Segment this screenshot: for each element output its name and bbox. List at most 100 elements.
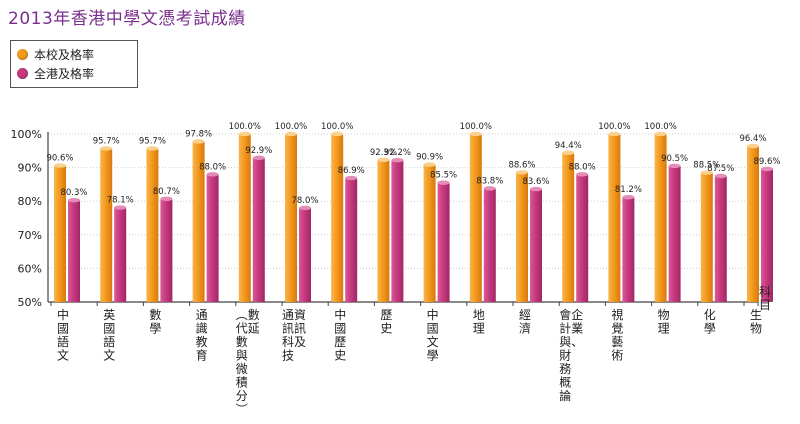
bar-cap	[714, 173, 727, 179]
x-tick-label: 化學	[704, 308, 716, 336]
data-label: 90.5%	[661, 154, 688, 164]
bar-hk	[68, 200, 80, 302]
data-label: 92.3%	[370, 148, 397, 158]
legend-item-school: 本校及格率	[17, 45, 131, 64]
bar-cap	[437, 180, 450, 185]
x-tick-label: 中國語文	[57, 307, 69, 363]
x-tick-label: 中國歷史	[334, 307, 346, 363]
y-tick-label: 60%	[18, 262, 42, 275]
x-tick-label: 通識教育	[196, 308, 208, 363]
bar-cap	[54, 163, 66, 168]
bar-school	[192, 141, 205, 302]
bar-hk	[622, 197, 635, 302]
bar-cap	[285, 131, 297, 137]
x-tick-label: 經濟	[519, 308, 531, 336]
data-label: 100.0%	[460, 122, 492, 132]
bar-cap	[483, 186, 496, 191]
y-tick-label: 70%	[18, 229, 42, 242]
bar-school	[654, 134, 667, 302]
data-label: 95.7%	[139, 136, 166, 146]
data-label: 88.6%	[508, 160, 535, 170]
data-label: 83.6%	[522, 177, 549, 187]
bar-school	[562, 152, 575, 302]
x-tick-label: 數學	[149, 308, 161, 336]
bar-cap	[160, 196, 173, 202]
bar-cap	[192, 139, 205, 144]
data-label: 90.6%	[46, 154, 73, 164]
x-tick-label: 中國文學	[427, 307, 439, 363]
bar-cap	[146, 146, 159, 151]
bar-school	[377, 159, 390, 302]
data-label: 88.0%	[199, 162, 226, 172]
legend-swatch-hk	[17, 68, 28, 79]
x-tick-label: 會計與財務概論	[559, 308, 571, 403]
bar-cap	[238, 131, 251, 137]
bar-cap	[68, 197, 80, 203]
bar-hk	[437, 182, 450, 302]
bar-hk	[252, 157, 265, 302]
data-label: 86.9%	[338, 166, 365, 176]
bar-school	[331, 134, 344, 302]
bar-cap	[747, 143, 759, 149]
bar-cap	[516, 170, 528, 175]
chart-title: 2013年香港中學文憑考試成績	[8, 9, 246, 29]
data-label: 92.9%	[245, 146, 272, 156]
data-label: 81.2%	[615, 185, 642, 195]
bar-cap	[622, 194, 635, 200]
bar-school	[608, 134, 621, 302]
data-label: 90.9%	[416, 153, 443, 163]
bar-cap	[469, 131, 482, 137]
data-label: 87.5%	[707, 164, 734, 174]
bar-hk	[668, 165, 681, 302]
data-label: 96.4%	[739, 134, 766, 144]
x-tick-label: 資訊及	[294, 308, 306, 349]
y-tick-label: 90%	[18, 162, 42, 175]
bar-school	[54, 165, 66, 302]
data-label: 89.6%	[753, 157, 780, 167]
x-tick-label: 英國語文	[103, 308, 115, 363]
x-tick-label: 企業、	[571, 307, 583, 349]
data-label: 100.0%	[321, 122, 353, 132]
bar-cap	[331, 131, 344, 137]
bar-cap	[377, 157, 390, 163]
x-tick-label: 歷史	[380, 308, 392, 336]
x-tick-label: 數延	[248, 308, 260, 336]
data-label: 100.0%	[229, 122, 261, 132]
bar-school	[285, 134, 297, 302]
bar-school	[700, 172, 713, 302]
bar-cap	[576, 172, 589, 177]
bar-school	[516, 172, 528, 302]
bar-hk	[160, 198, 173, 302]
x-axis-label: 目	[759, 298, 771, 312]
bar-cap	[100, 146, 113, 151]
x-tick-label: 地理	[473, 308, 485, 336]
bar-school	[469, 134, 482, 302]
data-label: 88.5%	[693, 161, 720, 171]
legend-swatch-school	[17, 49, 28, 60]
bar-school	[238, 134, 251, 302]
bar-cap	[668, 163, 681, 169]
data-label: 80.3%	[60, 188, 87, 198]
data-label: 80.7%	[153, 187, 180, 197]
bar-hk	[206, 174, 219, 302]
data-label: 78.1%	[107, 196, 134, 206]
y-tick-label: 80%	[18, 195, 42, 208]
bar-school	[747, 146, 759, 302]
x-tick-label: ︵代數與微積分︶	[236, 308, 248, 417]
bar-school	[146, 148, 159, 302]
data-label: 97.8%	[185, 129, 212, 139]
data-label: 83.8%	[476, 176, 503, 186]
bar-cap	[423, 162, 436, 167]
bar-hk	[576, 174, 589, 302]
bar-hk	[483, 188, 496, 302]
y-tick-label: 100%	[11, 128, 42, 141]
bar-cap	[252, 155, 265, 161]
data-label: 94.4%	[555, 141, 582, 151]
data-label: 95.7%	[93, 136, 120, 146]
data-label: 100.0%	[644, 122, 676, 132]
legend-label-hk: 全港及格率	[34, 67, 95, 81]
bar-hk	[714, 176, 727, 302]
data-label: 85.5%	[430, 171, 457, 181]
data-label: 92.2%	[384, 148, 411, 158]
